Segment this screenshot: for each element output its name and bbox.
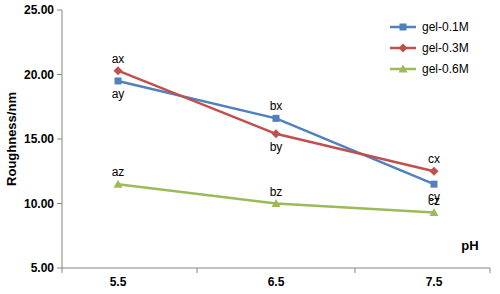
- x-tick: [355, 268, 356, 273]
- y-axis-label: Roughness/nm: [4, 92, 19, 186]
- x-tick-label: 6.5: [268, 275, 285, 289]
- legend-label: gel-0.1M: [422, 20, 469, 34]
- point-label: ay: [112, 87, 125, 101]
- y-tick: [57, 10, 62, 11]
- y-tick-label: 5.00: [31, 261, 55, 275]
- point: [430, 167, 439, 176]
- y-tick: [57, 203, 62, 204]
- point-label: ax: [112, 52, 125, 66]
- labels: aybxcyaxbycxazbzcz: [112, 52, 440, 208]
- legend-label: gel-0.3M: [422, 41, 469, 55]
- series-line: [118, 184, 434, 212]
- y-tick-label: 20.00: [24, 68, 54, 82]
- x-tick-label: 5.5: [110, 275, 127, 289]
- legend-marker: [400, 24, 407, 31]
- legend-marker: [399, 44, 408, 53]
- point: [431, 181, 438, 188]
- x-axis-label: pH: [461, 238, 478, 253]
- y-tick: [57, 268, 62, 269]
- point-label: cz: [428, 194, 440, 208]
- point-label: bz: [270, 185, 283, 199]
- point: [114, 180, 123, 188]
- y-tick: [57, 74, 62, 75]
- legend-label: gel-0.6M: [422, 62, 469, 76]
- point: [114, 66, 123, 75]
- x-tick: [197, 268, 198, 273]
- legend-marker: [399, 65, 408, 73]
- x-tick: [62, 268, 63, 273]
- point: [430, 208, 439, 216]
- point-label: cx: [428, 152, 440, 166]
- series-line: [118, 71, 434, 172]
- point-label: az: [112, 165, 125, 179]
- y-tick-label: 10.00: [24, 197, 54, 211]
- x-tick: [490, 268, 491, 273]
- series-line: [118, 81, 434, 184]
- y-tick-label: 25.00: [24, 3, 54, 17]
- y-tick: [57, 139, 62, 140]
- point-label: bx: [270, 99, 283, 113]
- y-tick-label: 15.00: [24, 132, 54, 146]
- point: [115, 77, 122, 84]
- legend: gel-0.1M gel-0.3M gel-0.6M: [390, 20, 469, 76]
- x-tick-label: 7.5: [426, 275, 443, 289]
- point-label: by: [270, 140, 283, 154]
- point: [272, 129, 281, 138]
- plot-area: [114, 66, 439, 216]
- x-axis: [62, 268, 490, 269]
- chart: 5.00 10.00 15.00 20.00 25.00 5.5 6.5 7.5 Roughne…: [0, 0, 500, 294]
- point: [273, 115, 280, 122]
- point: [272, 199, 281, 207]
